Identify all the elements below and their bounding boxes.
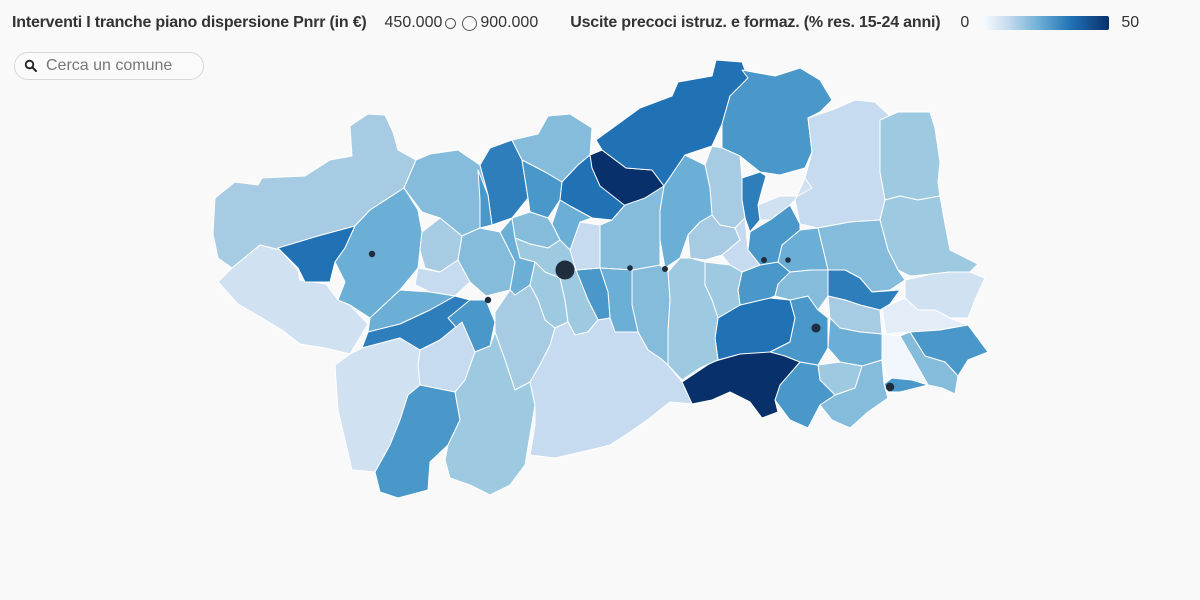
size-legend: 450.000 900.000 [385,14,539,32]
funding-bubble[interactable] [885,382,895,392]
funding-bubble[interactable] [662,266,668,272]
legend-bar: Interventi I tranche piano dispersione P… [12,10,1188,36]
municipality[interactable] [794,99,891,229]
municipality[interactable] [881,297,969,335]
search-icon [24,59,37,72]
funding-bubble[interactable] [785,257,791,263]
size-legend-min: 450.000 [384,14,443,31]
size-legend-title: Interventi I tranche piano dispersione P… [12,14,367,31]
funding-bubble[interactable] [368,250,376,258]
color-legend: Uscite precoci istruz. e formaz. (% res.… [570,14,1139,32]
municipality[interactable] [757,177,813,221]
funding-bubble[interactable] [484,296,492,304]
municipality[interactable] [529,317,693,459]
color-legend-title: Uscite precoci istruz. e formaz. (% res.… [570,14,941,31]
size-legend-max: 900.000 [480,14,539,31]
large-circle-icon [462,15,478,31]
small-circle-icon [445,17,457,29]
funding-bubble[interactable] [627,265,633,271]
municipality[interactable] [721,67,833,176]
search-box[interactable] [14,52,204,80]
municipality[interactable] [879,111,941,201]
municipality[interactable] [444,331,536,496]
color-gradient [983,16,1110,30]
funding-bubble[interactable] [761,257,767,263]
municipality[interactable] [217,244,369,355]
funding-bubble[interactable] [555,260,575,280]
municipality[interactable] [477,169,493,229]
municipality[interactable] [414,259,471,297]
color-legend-max: 50 [1121,14,1140,31]
municipality[interactable] [883,377,929,393]
municipality[interactable] [521,159,563,219]
color-legend-min: 0 [960,14,970,31]
funding-bubble[interactable] [811,323,821,333]
municipality[interactable] [374,384,461,499]
search-input[interactable] [46,57,196,75]
